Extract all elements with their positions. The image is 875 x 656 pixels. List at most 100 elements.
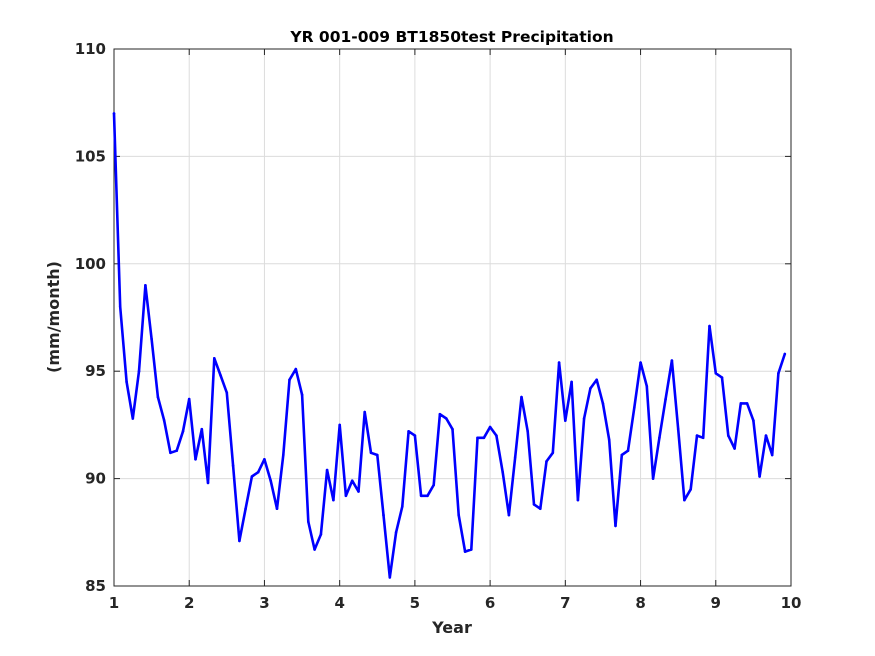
y-tick-label: 85 — [85, 577, 106, 595]
data-point — [576, 498, 580, 502]
data-point — [206, 481, 210, 485]
x-tick-label: 7 — [560, 594, 570, 612]
data-point — [676, 427, 680, 431]
data-point — [388, 576, 392, 579]
data-point — [582, 417, 586, 420]
data-point — [445, 417, 448, 420]
data-point — [363, 410, 367, 414]
data-point — [714, 372, 718, 375]
x-tick-label: 9 — [711, 594, 721, 612]
data-point — [651, 477, 655, 480]
data-point — [426, 494, 429, 498]
data-point — [263, 458, 266, 461]
data-point — [770, 453, 774, 457]
data-point — [413, 434, 417, 437]
data-point — [733, 447, 736, 450]
data-point — [225, 391, 229, 395]
data-point — [664, 397, 667, 401]
data-point — [307, 520, 310, 523]
data-point — [125, 380, 128, 384]
data-point — [539, 507, 542, 511]
series-line-0 — [112, 112, 787, 579]
data-point — [357, 490, 360, 493]
data-point — [476, 436, 479, 440]
data-point — [269, 479, 273, 483]
data-point — [451, 427, 454, 431]
data-point — [701, 436, 705, 440]
data-point — [645, 384, 649, 388]
horizontal-gridlines — [114, 155, 791, 480]
data-point — [419, 494, 423, 498]
data-point — [282, 453, 285, 457]
x-tick-label: 8 — [635, 594, 645, 612]
data-point — [300, 393, 304, 397]
data-point — [169, 451, 172, 455]
data-point — [495, 434, 498, 437]
data-point — [338, 423, 342, 427]
data-point — [752, 419, 755, 422]
data-point — [614, 524, 617, 528]
data-point — [488, 425, 492, 429]
data-point — [137, 369, 141, 373]
data-point — [457, 513, 461, 517]
data-point — [244, 507, 247, 511]
data-point — [382, 513, 385, 517]
data-point — [532, 503, 536, 506]
data-point — [526, 430, 529, 433]
data-point — [394, 531, 398, 534]
y-tick-label: 95 — [85, 362, 106, 380]
data-point — [507, 513, 511, 517]
data-point — [118, 305, 122, 309]
y-tick-label: 105 — [75, 147, 106, 165]
y-axis-ticks: 85 90 95 100 105 110 — [75, 40, 791, 595]
data-point — [695, 434, 699, 437]
data-point — [513, 455, 517, 459]
x-tick-label: 1 — [109, 594, 119, 612]
data-point — [557, 361, 561, 364]
data-point — [144, 284, 147, 287]
data-point — [689, 488, 692, 491]
data-point — [219, 374, 222, 377]
data-point — [589, 387, 592, 390]
data-point — [275, 507, 279, 511]
data-point — [319, 533, 323, 536]
data-point — [607, 438, 611, 442]
series-layer — [112, 112, 787, 579]
data-point — [369, 451, 373, 455]
data-point — [256, 470, 260, 474]
data-point — [401, 505, 404, 508]
y-tick-label: 100 — [75, 255, 106, 273]
data-point — [727, 434, 730, 437]
y-tick-label: 110 — [75, 40, 106, 58]
data-point — [181, 430, 185, 433]
plot-area-background — [114, 49, 791, 586]
y-tick-label: 90 — [85, 470, 106, 488]
data-point — [463, 550, 467, 553]
data-point — [739, 402, 743, 405]
data-point — [545, 460, 548, 463]
data-point — [482, 436, 486, 440]
x-tick-label: 6 — [485, 594, 495, 612]
data-point — [764, 434, 768, 437]
x-tick-label: 4 — [334, 594, 344, 612]
data-point — [620, 453, 624, 457]
x-tick-label: 3 — [259, 594, 269, 612]
data-point — [564, 419, 567, 422]
data-point — [238, 539, 241, 543]
data-point — [595, 378, 598, 382]
data-point — [626, 449, 630, 453]
data-point — [332, 498, 335, 502]
data-point — [745, 402, 749, 405]
data-point — [501, 470, 505, 474]
data-point — [658, 436, 661, 440]
plot-frame — [113, 48, 792, 587]
data-point — [156, 395, 160, 399]
data-point — [783, 352, 787, 356]
data-point — [162, 419, 166, 422]
data-point — [438, 412, 442, 416]
data-point — [194, 458, 197, 461]
data-point — [670, 359, 674, 362]
data-point — [376, 453, 379, 457]
data-point — [708, 324, 711, 328]
